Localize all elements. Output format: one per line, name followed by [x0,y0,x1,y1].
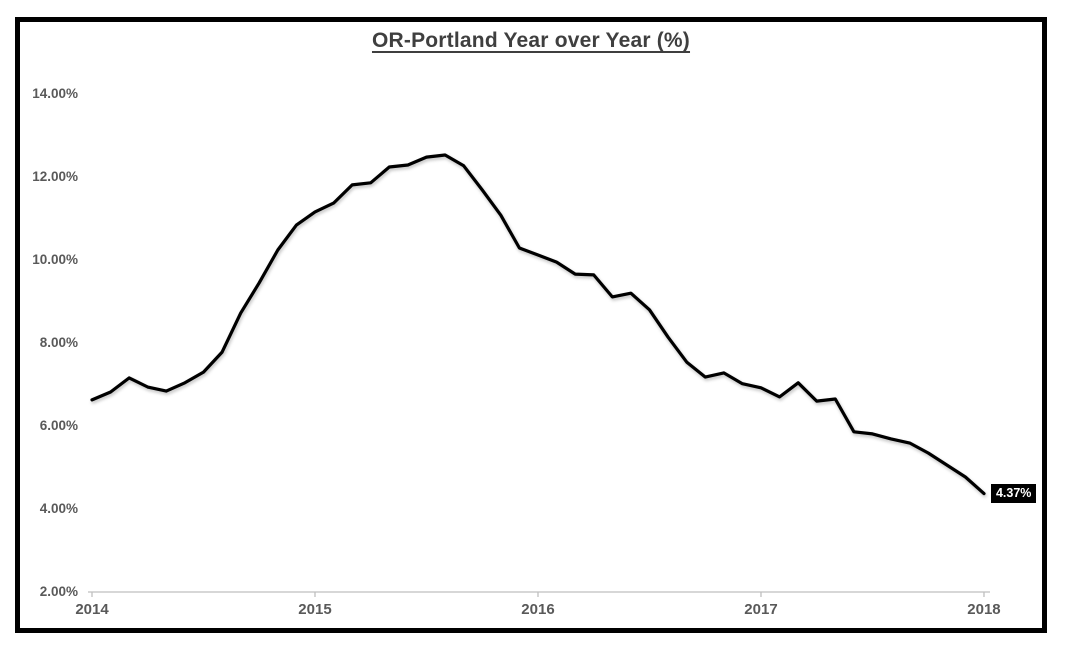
y-tick-label: 12.00% [32,169,78,184]
chart-title: OR-Portland Year over Year (%) [371,29,691,52]
x-tick-label: 2017 [744,601,778,618]
x-tick-label: 2015 [298,601,332,618]
y-tick-label: 8.00% [39,335,78,350]
x-tick-label: 2018 [967,601,1001,618]
y-tick-label: 2.00% [39,584,78,599]
x-tick-label: 2014 [75,601,109,618]
y-tick-label: 10.00% [32,252,78,267]
yoy-series-line [90,153,986,496]
y-tick-label: 4.00% [39,501,78,516]
y-tick-label: 6.00% [39,418,78,433]
x-tick-label: 2016 [521,601,555,618]
last-point-data-label: 4.37% [990,483,1037,503]
chart-frame [15,17,1047,633]
y-tick-label: 14.00% [32,86,78,101]
